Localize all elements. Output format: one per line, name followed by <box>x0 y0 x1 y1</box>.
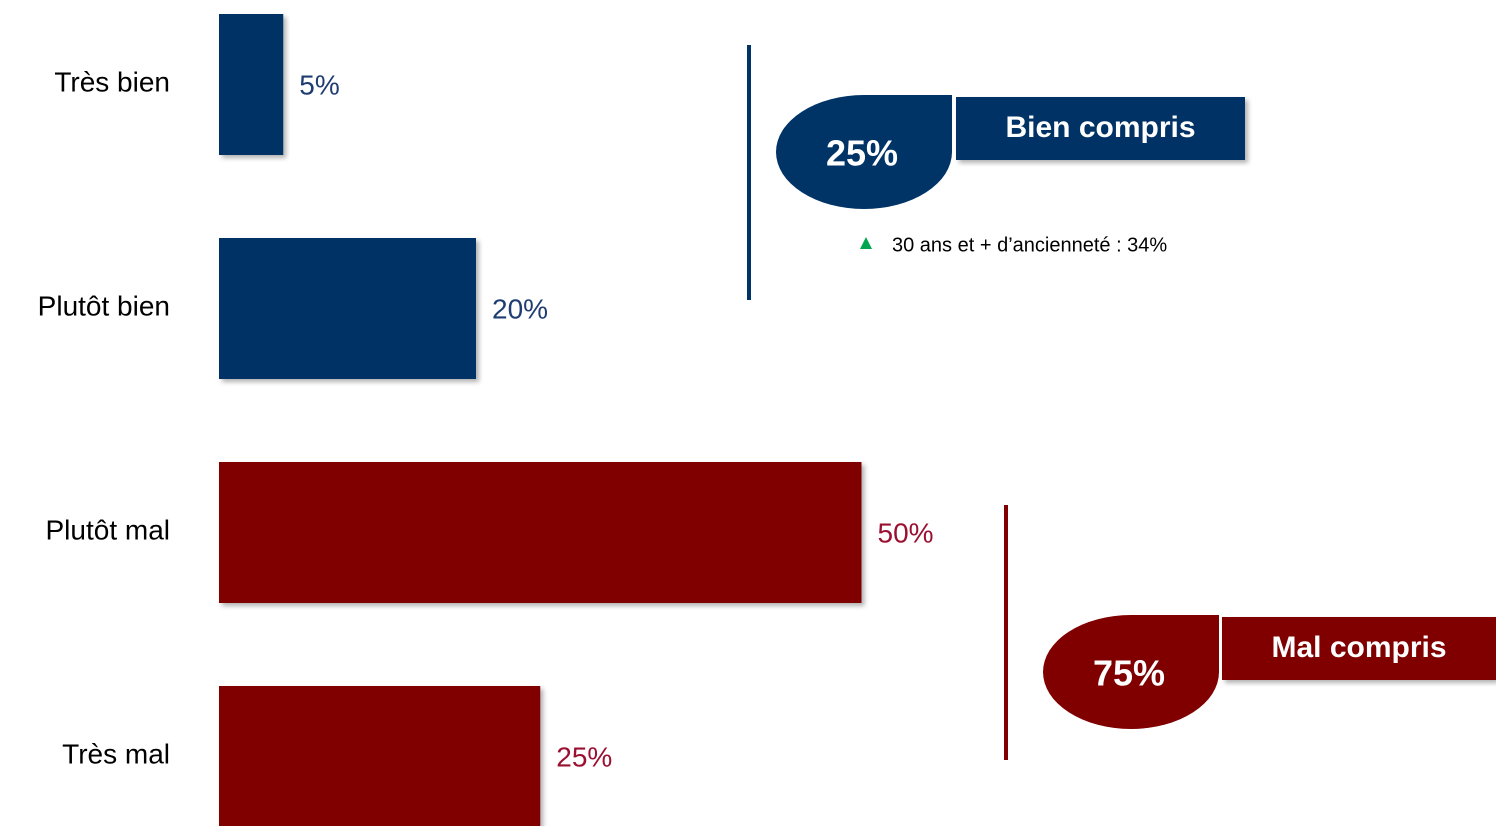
note-arrow <box>860 237 872 249</box>
bar <box>219 462 862 603</box>
value-label: 50% <box>878 517 934 548</box>
category-label: Très mal <box>62 738 170 769</box>
bar <box>219 238 476 379</box>
summary-blob <box>1043 615 1219 729</box>
summary-box <box>1222 617 1496 680</box>
category-label: Très bien <box>54 66 170 97</box>
bar <box>219 14 284 155</box>
summary-blob <box>776 95 952 209</box>
summary-name: Bien compris <box>1005 111 1195 144</box>
bar <box>219 686 541 826</box>
value-label: 20% <box>492 293 548 324</box>
note: 30 ans et + d’ancienneté : 34% <box>892 234 1167 256</box>
summary-value: 75% <box>1093 653 1165 694</box>
value-label: 5% <box>299 69 339 100</box>
summary-box <box>956 97 1245 160</box>
category-label: Plutôt bien <box>38 290 170 321</box>
summary-name: Mal compris <box>1271 631 1446 664</box>
summary-value: 25% <box>826 133 898 174</box>
value-label: 25% <box>556 741 612 772</box>
category-label: Plutôt mal <box>46 514 171 545</box>
